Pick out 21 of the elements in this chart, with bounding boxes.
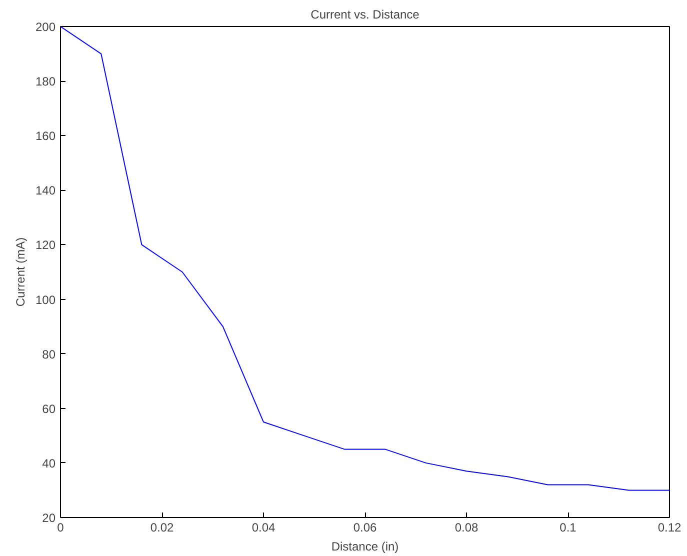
y-tick-label: 160 (35, 129, 56, 144)
y-tick-label: 180 (35, 74, 56, 89)
y-axis-title: Current (mA) (13, 237, 28, 307)
y-tick-label: 60 (42, 402, 56, 416)
y-tick-label: 100 (35, 292, 56, 307)
y-tick-label: 20 (42, 511, 56, 525)
y-tick-label: 40 (42, 456, 56, 470)
chart-title: Current vs. Distance (310, 8, 420, 22)
x-tick-label: 0.02 (150, 520, 174, 534)
y-tick-label: 80 (42, 347, 56, 362)
x-tick-label: 0.04 (252, 520, 276, 534)
x-tick-label: 0.06 (353, 520, 378, 534)
y-tick-label: 120 (35, 238, 56, 252)
y-tick-label: 140 (35, 184, 56, 198)
x-tick-label: 0.08 (454, 520, 479, 534)
x-axis-title: Distance (in) (331, 540, 399, 554)
line-series (60, 26, 670, 491)
x-tick-label: 0.1 (560, 520, 577, 534)
y-tick-label: 200 (35, 20, 56, 34)
x-tick-label: 0.12 (658, 520, 682, 534)
x-tick-label: 0 (57, 520, 64, 534)
